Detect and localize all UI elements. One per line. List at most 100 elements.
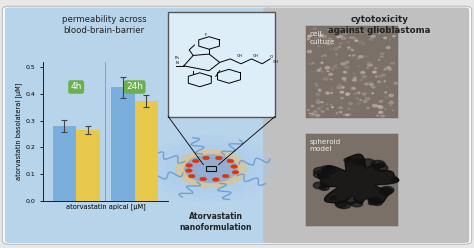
Circle shape (340, 97, 343, 99)
Circle shape (380, 188, 392, 194)
Circle shape (378, 75, 383, 77)
Circle shape (314, 111, 316, 112)
Circle shape (341, 37, 346, 39)
Text: Ph: Ph (174, 56, 180, 60)
Circle shape (337, 112, 338, 113)
Circle shape (350, 88, 352, 89)
Circle shape (327, 43, 330, 45)
Circle shape (331, 69, 333, 70)
Circle shape (308, 51, 311, 53)
Circle shape (317, 69, 320, 71)
Circle shape (156, 140, 265, 197)
Circle shape (231, 165, 237, 168)
Circle shape (317, 99, 319, 101)
Circle shape (391, 178, 398, 182)
FancyBboxPatch shape (5, 7, 273, 243)
Circle shape (364, 56, 367, 57)
Bar (76, 130, 100, 201)
Circle shape (376, 76, 379, 77)
Circle shape (380, 188, 392, 194)
Circle shape (311, 105, 314, 107)
Circle shape (348, 108, 350, 109)
Circle shape (362, 93, 366, 95)
Circle shape (351, 49, 354, 51)
Circle shape (203, 156, 210, 160)
Circle shape (321, 166, 331, 171)
Circle shape (335, 201, 346, 207)
Circle shape (351, 201, 363, 207)
Circle shape (361, 71, 365, 74)
Circle shape (316, 101, 320, 103)
Circle shape (336, 113, 337, 114)
Circle shape (367, 67, 368, 68)
Circle shape (331, 79, 332, 80)
Circle shape (336, 54, 337, 55)
X-axis label: atorvastatin apical [μM]: atorvastatin apical [μM] (65, 204, 146, 210)
Circle shape (308, 35, 311, 37)
Circle shape (315, 83, 317, 85)
Circle shape (376, 163, 385, 167)
Circle shape (325, 92, 329, 94)
Circle shape (322, 92, 327, 94)
Circle shape (308, 60, 311, 62)
Circle shape (227, 159, 234, 163)
Circle shape (341, 87, 344, 88)
Circle shape (308, 110, 309, 111)
Circle shape (380, 186, 394, 194)
Circle shape (375, 76, 377, 77)
Circle shape (388, 98, 389, 99)
Circle shape (309, 115, 314, 117)
Circle shape (360, 41, 364, 44)
Circle shape (379, 57, 381, 58)
Circle shape (379, 101, 382, 102)
Circle shape (318, 89, 320, 90)
Circle shape (339, 35, 342, 37)
Circle shape (330, 104, 332, 105)
Text: 4h: 4h (71, 83, 82, 92)
Circle shape (325, 166, 333, 170)
Circle shape (324, 36, 327, 37)
Text: permeability across
blood-brain-barrier: permeability across blood-brain-barrier (62, 15, 146, 35)
Circle shape (335, 64, 337, 65)
Y-axis label: atorvastatin basolateral [μM]: atorvastatin basolateral [μM] (16, 83, 22, 180)
Circle shape (232, 171, 239, 174)
Circle shape (368, 64, 372, 66)
Circle shape (353, 55, 355, 56)
Circle shape (321, 102, 323, 103)
Circle shape (319, 68, 321, 69)
Circle shape (360, 79, 363, 81)
Circle shape (315, 114, 319, 117)
Bar (135, 101, 158, 201)
Circle shape (346, 114, 348, 116)
Circle shape (386, 66, 390, 68)
Circle shape (312, 62, 314, 63)
Circle shape (345, 198, 356, 204)
Circle shape (394, 82, 398, 84)
Circle shape (340, 112, 342, 113)
Circle shape (370, 198, 377, 201)
Circle shape (326, 40, 328, 41)
Text: OH: OH (237, 54, 243, 58)
Circle shape (307, 38, 310, 40)
Circle shape (374, 164, 388, 172)
Circle shape (386, 47, 390, 49)
Polygon shape (318, 154, 399, 204)
Circle shape (361, 159, 375, 166)
Circle shape (389, 94, 393, 96)
Circle shape (353, 159, 364, 165)
Circle shape (382, 100, 383, 101)
Circle shape (383, 192, 390, 196)
Circle shape (175, 150, 246, 187)
Circle shape (353, 77, 356, 79)
Circle shape (326, 108, 329, 110)
Circle shape (385, 109, 386, 110)
Circle shape (331, 107, 334, 108)
Circle shape (367, 82, 372, 84)
Circle shape (316, 93, 320, 95)
Circle shape (374, 68, 376, 69)
Circle shape (331, 196, 337, 200)
Circle shape (369, 83, 373, 85)
Circle shape (352, 109, 355, 110)
Circle shape (353, 73, 355, 74)
Circle shape (352, 58, 354, 59)
